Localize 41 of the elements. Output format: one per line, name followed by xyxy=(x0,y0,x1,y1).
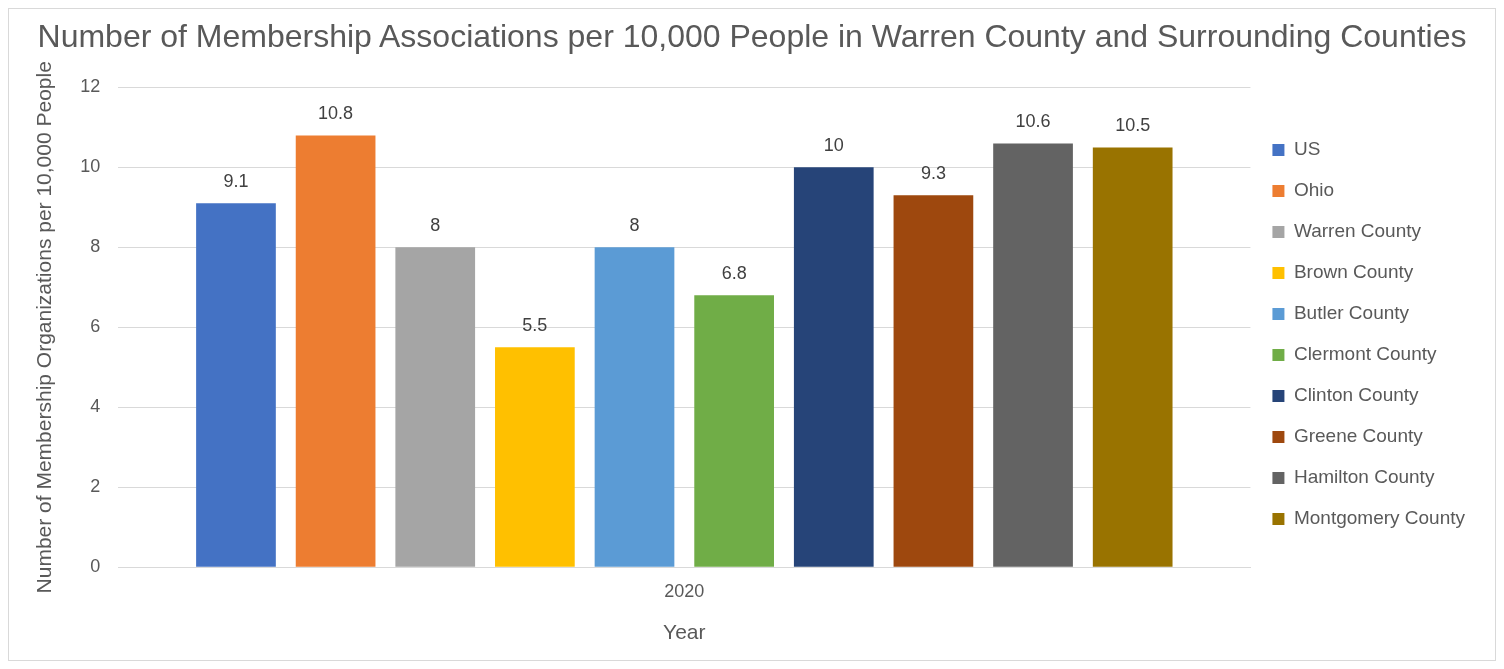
bar xyxy=(295,135,376,567)
data-label: 10.6 xyxy=(1015,111,1051,132)
legend-label: Brown County xyxy=(1293,261,1414,283)
data-label: 5.5 xyxy=(522,315,548,336)
legend-label: US xyxy=(1293,138,1321,160)
data-label: 8 xyxy=(629,215,640,236)
legend-label: Ohio xyxy=(1293,179,1335,201)
data-label: 10.5 xyxy=(1115,115,1151,136)
data-label: 9.3 xyxy=(920,163,946,184)
y-axis-title: Number of Membership Organizations per 10,000 People xyxy=(32,61,56,594)
data-label: 10 xyxy=(823,135,844,156)
legend-label: Hamilton County xyxy=(1293,466,1435,488)
data-label: 8 xyxy=(430,215,441,236)
legend-label: Clinton County xyxy=(1293,384,1420,406)
bar xyxy=(993,143,1073,567)
legend-label: Butler County xyxy=(1293,302,1410,324)
bar xyxy=(196,203,276,567)
y-tick-label: 12 xyxy=(80,76,101,97)
legend-label: Montgomery County xyxy=(1293,507,1466,529)
x-tick-label: 2020 xyxy=(664,580,705,601)
y-tick-label: 6 xyxy=(90,316,101,337)
bar xyxy=(793,167,874,567)
y-tick-label: 8 xyxy=(90,236,101,257)
data-label: 6.8 xyxy=(721,263,747,284)
bar xyxy=(694,295,774,567)
bar xyxy=(594,247,675,567)
data-label: 10.8 xyxy=(318,103,354,124)
legend-label: Greene County xyxy=(1293,425,1424,447)
x-axis-title: Year xyxy=(663,620,706,644)
y-tick-label: 4 xyxy=(90,396,101,417)
chart-title: Number of Membership Associations per 10,000 People in Warren County and Surrounding Counties xyxy=(37,18,1467,55)
y-tick-label: 2 xyxy=(90,476,101,497)
bar xyxy=(495,347,575,567)
bar xyxy=(395,247,476,567)
legend-label: Clermont County xyxy=(1293,343,1437,365)
data-label: 9.1 xyxy=(223,171,249,192)
y-tick-label: 0 xyxy=(90,556,101,577)
bar xyxy=(1092,147,1173,567)
y-tick-label: 10 xyxy=(80,156,101,177)
bar xyxy=(893,195,974,567)
legend-label: Warren County xyxy=(1293,220,1422,242)
